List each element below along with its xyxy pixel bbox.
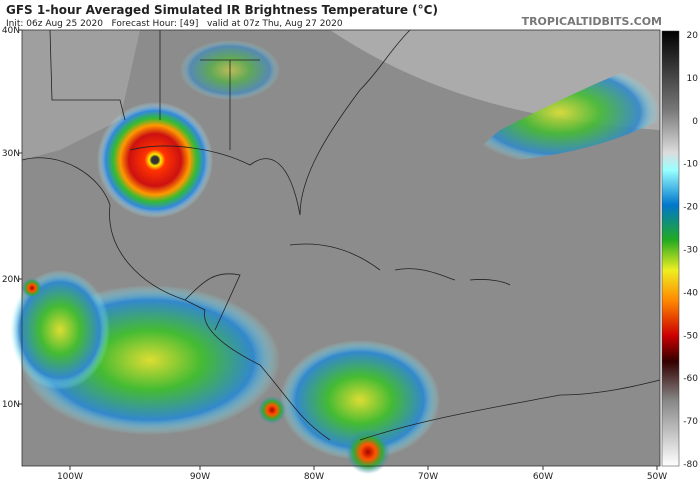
longitude-label: 80W: [304, 472, 324, 482]
colorbar-label: -20: [683, 203, 698, 213]
subtitle: Init: 06z Aug 25 2020 Forecast Hour: [49…: [6, 19, 343, 29]
latitude-label: 40N: [2, 26, 20, 36]
colorbar-label: -80: [683, 460, 698, 470]
cloud-band: [460, 60, 660, 165]
latitude-label: 30N: [2, 149, 20, 159]
cloud-band: [22, 30, 140, 160]
colorbar-label: 10: [687, 74, 699, 84]
longitude-label: 70W: [418, 472, 438, 482]
colorbar-label: -10: [683, 160, 698, 170]
coastlines: [21, 29, 661, 441]
colorbar-label: 20: [687, 31, 699, 41]
colorbar-label: -70: [683, 417, 698, 427]
storm-core: [22, 278, 42, 298]
storm-cloud: [280, 340, 440, 460]
longitude-label: 90W: [190, 472, 210, 482]
colorbar-label: -60: [683, 374, 698, 384]
colorbar-label: -30: [683, 246, 698, 256]
hurricane-cloud: [97, 102, 213, 218]
longitude-label: 50W: [647, 472, 667, 482]
colorbar-label: -50: [683, 331, 698, 341]
latitude-label: 20N: [2, 275, 20, 285]
title: GFS 1-hour Averaged Simulated IR Brightn…: [6, 3, 438, 17]
storm-core: [258, 396, 286, 424]
map-frame: [21, 29, 661, 467]
colorbar: [661, 30, 680, 467]
storm-core: [346, 430, 390, 474]
colorbar-label: 0: [692, 117, 698, 127]
colorbar-label: -40: [683, 288, 698, 298]
longitude-label: 60W: [533, 472, 553, 482]
site-name: TROPICALTIDBITS.COM: [521, 15, 662, 28]
longitude-label: 100W: [57, 472, 83, 482]
map-area: [10, 29, 661, 474]
storm-cloud: [10, 270, 110, 390]
latitude-label: 10N: [2, 400, 20, 410]
